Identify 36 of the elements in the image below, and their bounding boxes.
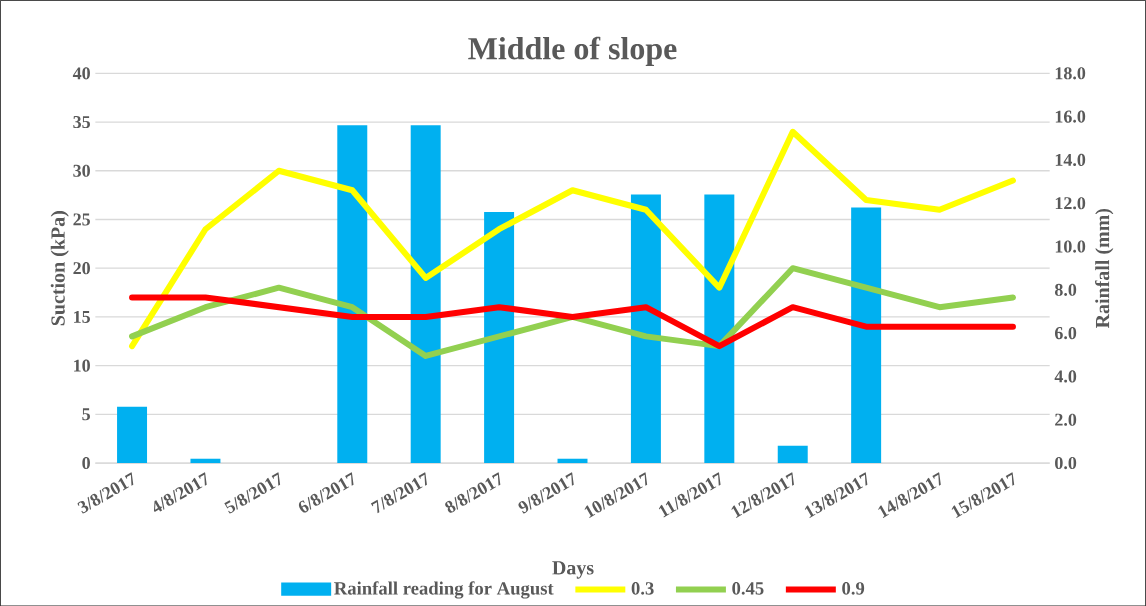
y-tick-label: 5: [82, 408, 90, 421]
bar: [190, 458, 221, 463]
legend-label: 0.3: [631, 581, 654, 595]
y2-tick-label: 12.0: [1055, 196, 1086, 210]
y-tick-label: 0: [82, 456, 90, 469]
y2-tick-label: 2.0: [1055, 413, 1077, 426]
y-tick-label: 35: [73, 115, 90, 128]
y2-tick-label: 18.0: [1055, 67, 1086, 80]
chart-title: Middle of slope: [468, 36, 677, 66]
y-axis-title: Suction (kPa): [50, 210, 69, 325]
bar: [630, 194, 661, 463]
y2-axis-title: Rainfall (mm): [1095, 208, 1114, 328]
legend-label: 0.9: [842, 581, 865, 595]
bar: [337, 125, 368, 463]
y2-tick-label: 8.0: [1054, 283, 1077, 296]
y2-tick-label: 10.0: [1055, 240, 1086, 253]
bar: [851, 207, 882, 463]
y-tick-label: 10: [74, 359, 90, 372]
bar: [117, 406, 148, 463]
legend-label: 0.45: [732, 581, 764, 595]
bar: [777, 445, 808, 463]
y-tick-label: 30: [73, 164, 90, 177]
bar: [704, 194, 735, 463]
y2-tick-label: 0.0: [1055, 456, 1077, 469]
y-tick-label: 25: [73, 213, 90, 226]
y2-tick-label: 4.0: [1054, 370, 1077, 383]
y2-tick-label: 16.0: [1055, 110, 1086, 123]
y-tick-label: 20: [73, 261, 90, 275]
y-tick-label: 15: [74, 310, 90, 323]
x-axis-title: Days: [552, 561, 594, 579]
y2-tick-label: 14.0: [1055, 153, 1086, 166]
legend-label: Rainfall reading for August: [334, 581, 554, 599]
bar: [410, 125, 441, 463]
y-tick-label: 40: [72, 67, 90, 80]
bar: [484, 211, 515, 463]
y2-tick-label: 6.0: [1054, 326, 1077, 340]
